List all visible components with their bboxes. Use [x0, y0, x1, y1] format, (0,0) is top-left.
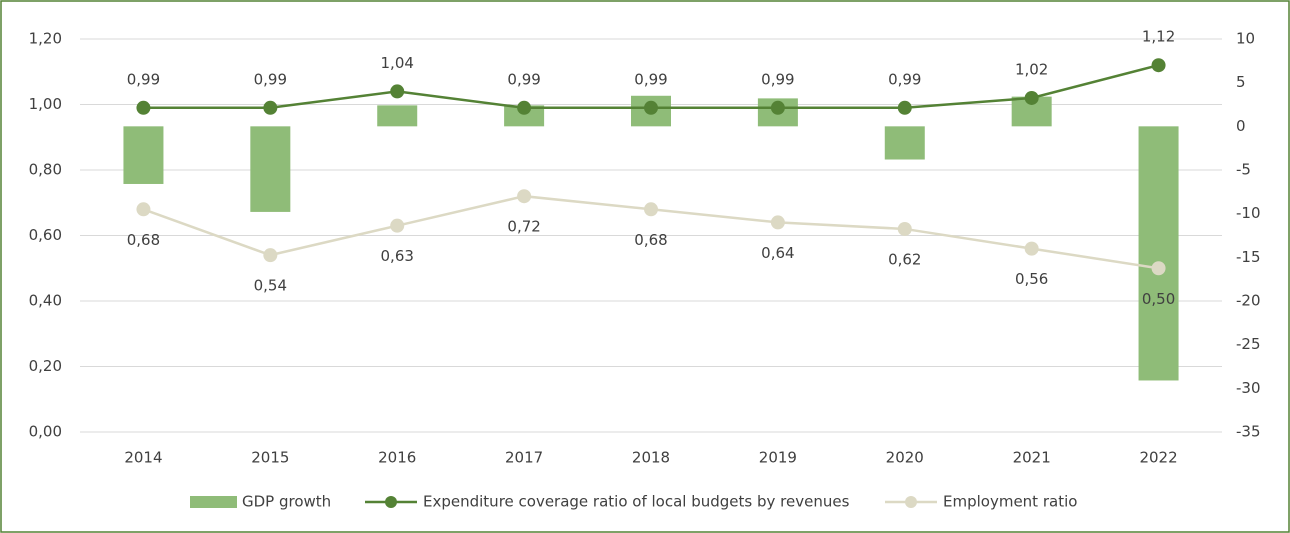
y2-tick-label: -30 — [1236, 379, 1261, 397]
y-tick-label: 1,00 — [29, 95, 62, 113]
y-tick-label: 0,80 — [29, 161, 62, 179]
y2-tick-label: 5 — [1236, 73, 1246, 91]
data-label: 0,56 — [1015, 270, 1048, 288]
legend-marker — [385, 496, 397, 508]
y2-tick-label: -25 — [1236, 335, 1261, 353]
y2-tick-label: -5 — [1236, 161, 1251, 179]
x-tick-label: 2020 — [886, 449, 924, 467]
marker — [1151, 58, 1166, 73]
data-label: 0,63 — [381, 247, 414, 265]
bar — [250, 126, 291, 212]
data-label: 1,12 — [1142, 28, 1175, 46]
data-label: 0,99 — [507, 70, 540, 88]
data-label: 0,99 — [888, 70, 921, 88]
marker — [770, 100, 785, 115]
marker — [517, 189, 532, 204]
data-label: 0,99 — [254, 70, 287, 88]
x-tick-label: 2017 — [505, 449, 543, 467]
data-label: 0,50 — [1142, 290, 1175, 308]
x-tick-label: 2015 — [251, 449, 289, 467]
legend-label: Employment ratio — [943, 493, 1077, 511]
marker — [136, 202, 151, 217]
data-label: 0,64 — [761, 244, 794, 262]
y-tick-label: 0,20 — [29, 357, 62, 375]
y-tick-label: 0,00 — [29, 423, 62, 441]
data-label: 0,99 — [127, 70, 160, 88]
data-label: 0,99 — [634, 70, 667, 88]
data-label: 0,72 — [507, 218, 540, 236]
marker — [897, 221, 912, 236]
data-label: 0,68 — [127, 231, 160, 249]
marker — [517, 100, 532, 115]
bar — [377, 105, 418, 127]
y2-tick-label: 0 — [1236, 117, 1246, 135]
data-label: 0,68 — [634, 231, 667, 249]
marker — [136, 100, 151, 115]
legend-label: Expenditure coverage ratio of local budg… — [423, 493, 850, 511]
y2-tick-label: -15 — [1236, 248, 1261, 266]
y2-tick-label: -10 — [1236, 204, 1261, 222]
legend-label: GDP growth — [242, 493, 331, 511]
x-tick-label: 2019 — [759, 449, 797, 467]
marker — [390, 218, 405, 233]
marker — [897, 100, 912, 115]
data-label: 0,99 — [761, 70, 794, 88]
marker — [644, 202, 658, 217]
x-tick-label: 2021 — [1013, 449, 1051, 467]
data-label: 1,02 — [1015, 60, 1048, 78]
marker — [263, 100, 278, 115]
x-tick-label: 2022 — [1139, 449, 1177, 467]
data-label: 1,04 — [381, 54, 414, 72]
bar — [123, 126, 164, 184]
marker — [1024, 90, 1039, 105]
y-tick-label: 0,40 — [29, 292, 62, 310]
x-tick-label: 2014 — [124, 449, 162, 467]
legend-swatch — [190, 496, 237, 508]
bar — [504, 105, 545, 127]
bar — [1138, 126, 1179, 381]
marker — [390, 84, 405, 99]
legend-marker — [905, 496, 917, 508]
bar — [884, 126, 925, 160]
x-tick-label: 2016 — [378, 449, 416, 467]
marker — [1151, 261, 1166, 276]
data-label: 0,54 — [254, 277, 287, 295]
marker — [644, 100, 658, 115]
y2-tick-label: -35 — [1236, 423, 1261, 441]
marker — [1024, 241, 1039, 256]
y2-tick-label: 10 — [1236, 30, 1255, 48]
y-tick-label: 0,60 — [29, 226, 62, 244]
marker — [770, 215, 785, 230]
y-tick-label: 1,20 — [29, 30, 62, 48]
data-label: 0,62 — [888, 250, 921, 268]
y2-tick-label: -20 — [1236, 292, 1261, 310]
x-tick-label: 2018 — [632, 449, 670, 467]
marker — [263, 248, 278, 263]
